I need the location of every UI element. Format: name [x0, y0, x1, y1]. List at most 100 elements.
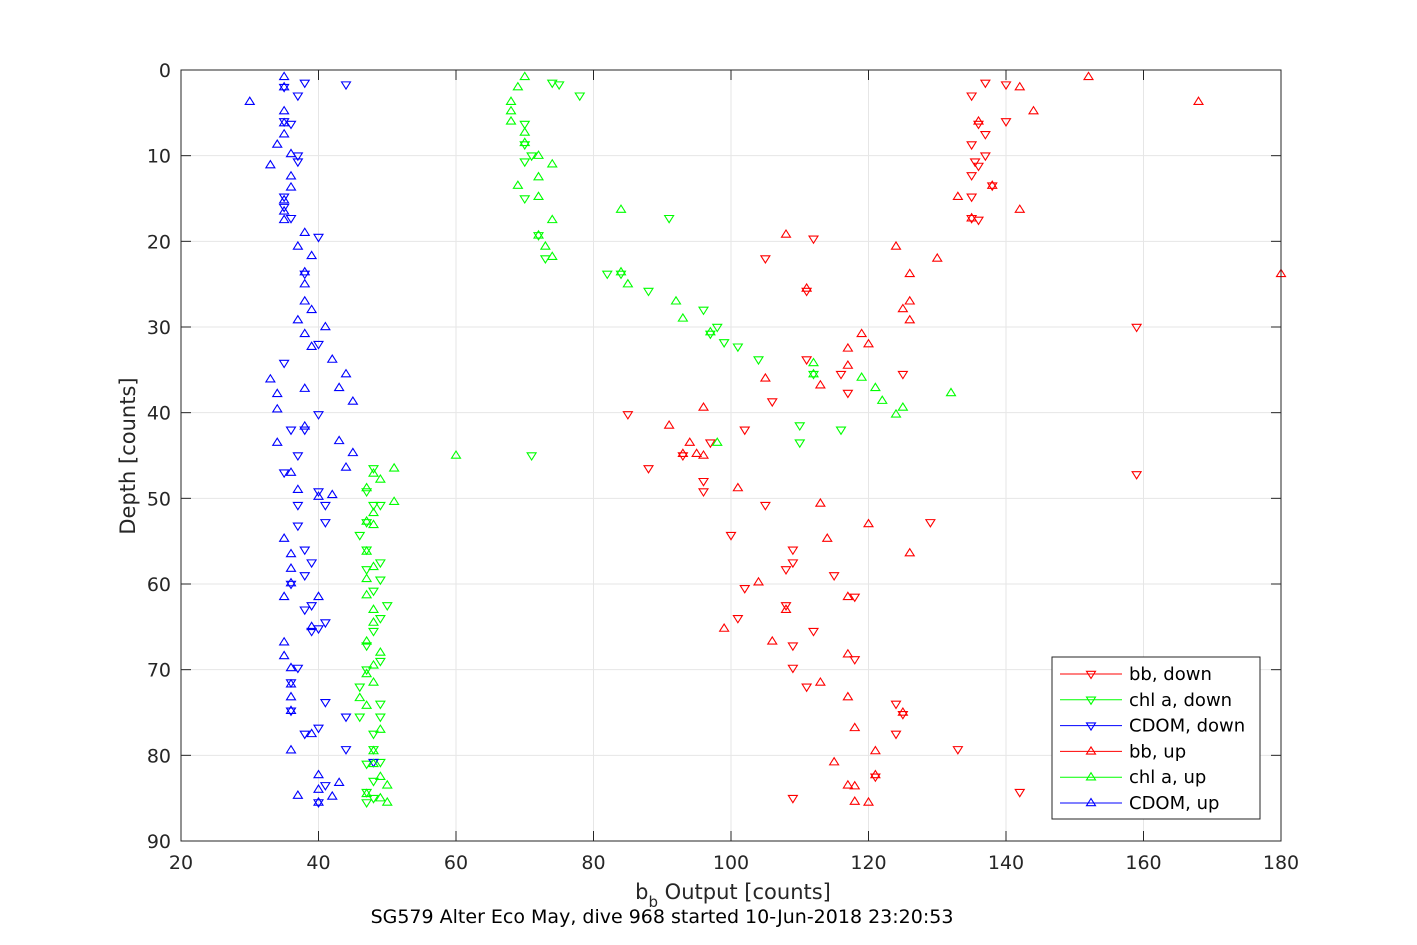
data-point: [814, 497, 826, 507]
data-point: [835, 370, 847, 380]
data-point: [285, 707, 297, 717]
data-point: [519, 137, 531, 147]
data-point: [787, 794, 799, 804]
y-tick-label: 90: [147, 831, 171, 853]
data-point: [306, 250, 318, 260]
x-tick-label: 40: [306, 852, 330, 874]
data-point: [622, 278, 634, 288]
data-point: [966, 193, 978, 203]
data-point: [292, 314, 304, 324]
x-axis-label: bb Output [counts]: [635, 880, 831, 911]
data-point: [1000, 118, 1012, 127]
data-point: [333, 777, 345, 786]
data-point: [739, 585, 751, 594]
data-point: [278, 83, 290, 93]
data-point: [890, 700, 902, 710]
data-point: [285, 148, 297, 158]
data-point: [278, 193, 290, 203]
data-point: [1000, 81, 1012, 91]
data-point: [299, 79, 311, 89]
data-point: [292, 92, 304, 102]
data-point: [354, 683, 366, 693]
data-point: [519, 120, 531, 130]
legend-label: CDOM, up: [1129, 793, 1219, 814]
data-point: [615, 204, 627, 213]
data-points-layer: [244, 71, 1287, 808]
data-point: [904, 295, 916, 305]
data-point: [759, 501, 771, 511]
data-point: [533, 191, 544, 201]
data-point: [842, 779, 854, 789]
data-point: [546, 158, 558, 168]
data-point: [368, 676, 379, 686]
data-point: [306, 602, 318, 611]
data-point: [842, 389, 854, 399]
data-point: [285, 467, 297, 476]
data-point: [326, 489, 338, 499]
data-point: [808, 368, 819, 378]
data-point: [340, 461, 352, 471]
data-point: [677, 312, 689, 322]
data-point: [766, 635, 778, 645]
data-point: [952, 191, 964, 201]
data-point: [966, 172, 978, 181]
data-point: [863, 796, 874, 806]
data-point: [306, 627, 318, 637]
data-point: [368, 794, 379, 804]
y-tick-label: 10: [147, 146, 171, 168]
data-point: [787, 546, 799, 556]
data-point: [326, 354, 338, 363]
data-point: [299, 328, 311, 338]
y-tick-label: 70: [147, 660, 171, 682]
data-point: [952, 746, 964, 755]
data-point: [285, 662, 297, 672]
data-point: [966, 214, 978, 224]
data-point: [539, 240, 551, 250]
data-point: [340, 368, 352, 378]
data-point: [299, 546, 311, 556]
data-point: [292, 158, 304, 168]
data-point: [450, 449, 462, 459]
data-point: [361, 488, 373, 498]
data-point: [313, 233, 324, 243]
data-point: [306, 304, 318, 314]
data-point: [897, 303, 909, 313]
data-point: [808, 370, 819, 380]
data-point: [292, 664, 304, 674]
data-point: [801, 282, 813, 292]
data-point: [849, 722, 861, 732]
data-point: [278, 591, 290, 601]
data-point: [601, 270, 613, 280]
y-tick-label: 80: [147, 745, 171, 767]
data-point: [278, 205, 290, 215]
data-point: [814, 676, 826, 686]
data-point: [285, 120, 297, 130]
data-point: [1028, 105, 1039, 115]
data-point: [278, 71, 290, 81]
data-point: [526, 152, 538, 162]
data-point: [299, 278, 311, 288]
data-point: [732, 615, 744, 624]
series-bb-up: [663, 71, 1287, 806]
data-point: [374, 501, 386, 511]
data-point: [285, 577, 297, 587]
data-point: [264, 159, 276, 169]
data-point: [711, 437, 723, 446]
data-point: [801, 287, 813, 297]
x-axis-label-main: b: [635, 880, 648, 904]
data-point: [319, 321, 331, 331]
data-point: [292, 452, 304, 462]
x-tick-label: 80: [581, 852, 605, 874]
x-axis-label-rest: Output [counts]: [658, 880, 831, 904]
data-point: [890, 408, 902, 418]
data-point: [801, 356, 813, 366]
chart-caption: SG579 Alter Eco May, dive 968 started 10…: [371, 906, 954, 928]
data-point: [766, 398, 778, 408]
legend-label: CDOM, down: [1129, 716, 1245, 737]
data-point: [313, 340, 324, 350]
y-tick-label: 20: [147, 231, 171, 253]
data-point: [842, 648, 854, 658]
data-point: [368, 604, 379, 613]
data-point: [519, 158, 531, 168]
